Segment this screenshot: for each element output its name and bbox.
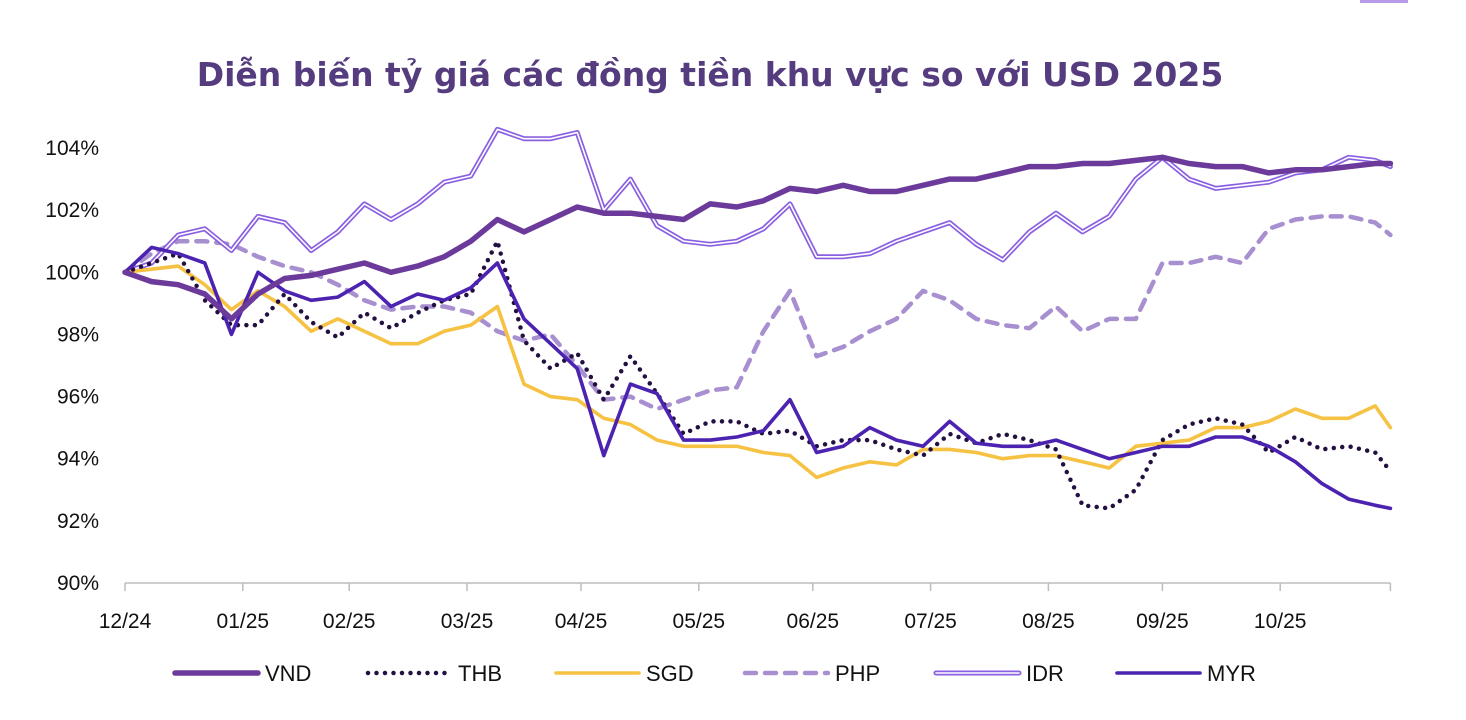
x-tick-label: 06/25: [787, 610, 840, 633]
y-tick-label: 100%: [45, 261, 99, 284]
series-line-php: [122, 214, 1393, 412]
x-tick-label: 09/25: [1136, 610, 1189, 633]
y-tick-label: 90%: [57, 572, 99, 595]
series-php: [122, 214, 1393, 412]
legend-label: MYR: [1207, 661, 1256, 686]
x-tick-label: 02/25: [323, 610, 376, 633]
y-tick-label: 102%: [45, 199, 99, 222]
y-tick-label: 92%: [57, 510, 99, 533]
x-tick-label: 05/25: [673, 610, 726, 633]
legend-item-php: PHP: [742, 661, 880, 686]
legend-item-myr: MYR: [1115, 661, 1256, 686]
legend-label: VND: [265, 661, 311, 686]
x-tick-label: 12/24: [99, 610, 152, 633]
legend-label: PHP: [835, 661, 880, 686]
legend-item-vnd: VND: [172, 661, 311, 686]
series-myr: [123, 245, 1393, 511]
series-line-thb: [122, 238, 1393, 511]
y-tick-label: 98%: [57, 323, 99, 346]
y-tick-label: 104%: [45, 137, 99, 160]
legend-label: SGD: [646, 661, 694, 686]
legend-item-thb: THB: [365, 661, 502, 686]
series-line-vnd: [122, 154, 1394, 322]
x-tick-label: 08/25: [1022, 610, 1075, 633]
x-tick-label: 03/25: [441, 610, 494, 633]
series-line-inner-idr: [124, 128, 1392, 274]
series-vnd: [122, 154, 1394, 322]
series-sgd: [123, 264, 1393, 480]
x-tick-label: 04/25: [555, 610, 608, 633]
series-line-sgd: [123, 264, 1393, 480]
legend-item-sgd: SGD: [554, 661, 694, 686]
legend-label: THB: [458, 661, 502, 686]
series-thb: [122, 238, 1393, 511]
corner-accent: [1360, 0, 1408, 3]
y-axis: 90% 92% 94% 96% 98% 100% 102% 104%: [45, 137, 99, 595]
series-line-myr: [123, 245, 1393, 511]
y-tick-label: 94%: [57, 448, 99, 471]
x-tick-label: 07/25: [904, 610, 957, 633]
legend-label: IDR: [1026, 661, 1064, 686]
legend: VND THB SGD PHP IDR MYR: [172, 661, 1256, 686]
x-axis: 12/24 01/25 02/25 03/25 04/25 05/25 06/25 07/25…: [99, 582, 1392, 633]
series-idr: [122, 126, 1393, 275]
chart-title: Diễn biến tỷ giá các đồng tiền khu vực s…: [197, 55, 1224, 94]
x-tick-label: 01/25: [217, 610, 270, 633]
legend-item-idr: IDR: [933, 661, 1064, 686]
x-tick-label: 10/25: [1254, 610, 1307, 633]
y-tick-label: 96%: [57, 386, 99, 409]
plot-area: [122, 126, 1394, 511]
